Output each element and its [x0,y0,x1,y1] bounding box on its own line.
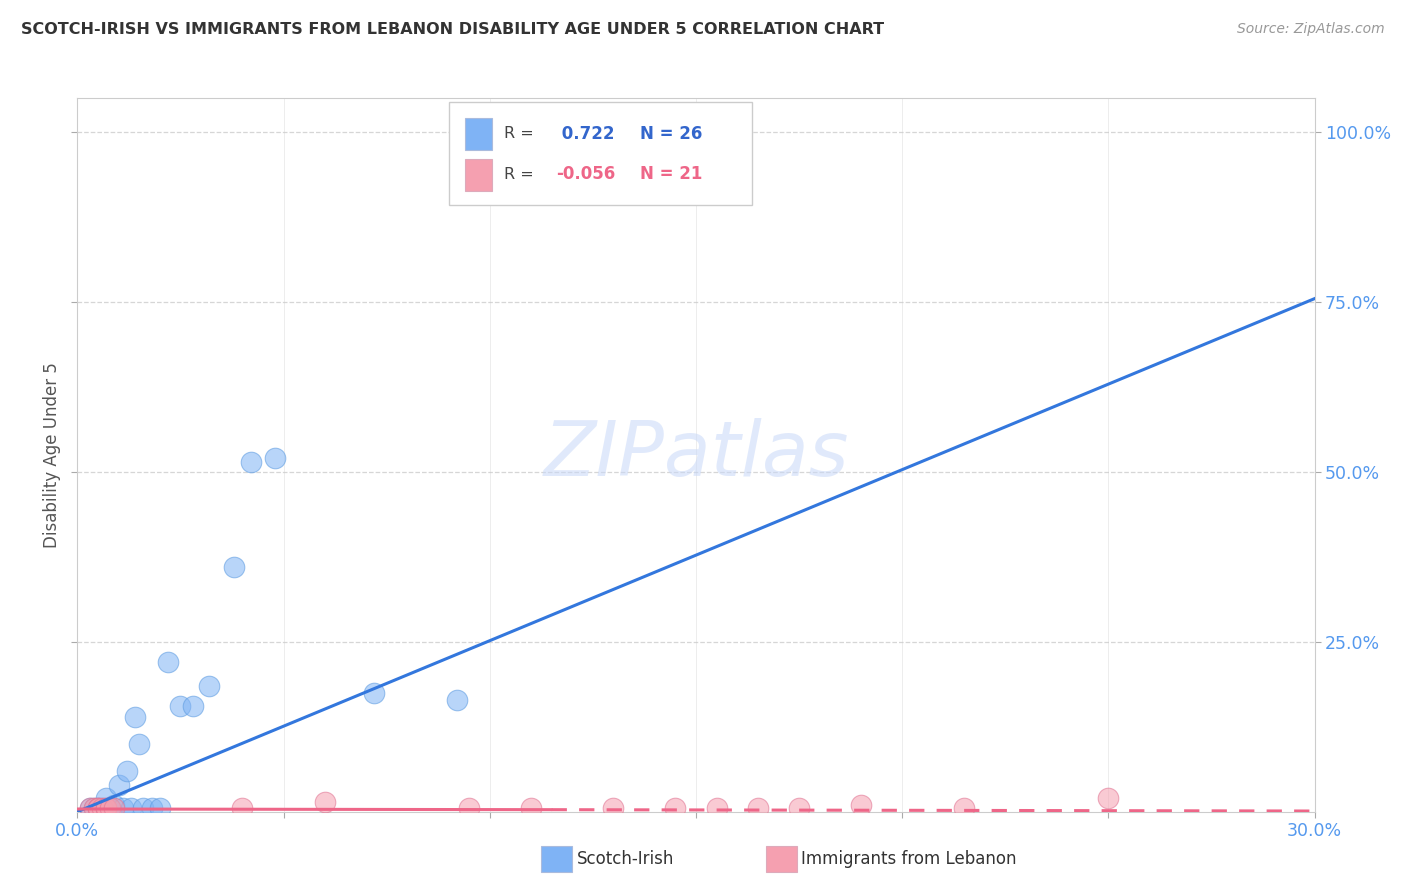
Point [363,686,385,700]
FancyBboxPatch shape [464,118,492,150]
Point [169,699,191,714]
Text: -0.056: -0.056 [557,166,616,184]
Text: N = 26: N = 26 [640,125,703,143]
Point [83,801,105,815]
Point [239,455,262,469]
Point [120,801,142,815]
Point [128,737,150,751]
Point [953,801,976,815]
Point [96,801,118,815]
Point [231,801,253,815]
Point [115,764,138,778]
Point [111,801,134,815]
Point [107,778,129,792]
Text: Source: ZipAtlas.com: Source: ZipAtlas.com [1237,22,1385,37]
Point [520,801,543,815]
Point [222,560,245,574]
Point [103,797,125,812]
Point [198,679,221,693]
Point [787,801,810,815]
Text: SCOTCH-IRISH VS IMMIGRANTS FROM LEBANON DISABILITY AGE UNDER 5 CORRELATION CHART: SCOTCH-IRISH VS IMMIGRANTS FROM LEBANON … [21,22,884,37]
Text: Immigrants from Lebanon: Immigrants from Lebanon [801,850,1017,868]
Point [98,801,121,815]
Y-axis label: Disability Age Under 5: Disability Age Under 5 [42,362,60,548]
Point [141,801,163,815]
Point [87,801,110,815]
FancyBboxPatch shape [464,159,492,191]
Point [91,801,114,815]
Text: ZIPatlas: ZIPatlas [543,418,849,491]
Text: Scotch-Irish: Scotch-Irish [576,850,673,868]
Point [157,655,180,669]
Point [314,795,336,809]
Point [91,801,114,815]
Point [602,801,624,815]
Point [149,801,172,815]
Point [664,801,686,815]
Point [706,801,728,815]
Point [96,801,118,815]
Point [725,125,748,139]
Point [124,709,146,723]
Point [1097,791,1119,805]
Point [98,801,121,815]
Point [458,801,481,815]
Point [747,801,769,815]
Text: R =: R = [505,167,538,182]
Point [83,801,105,815]
Point [446,692,468,706]
Point [79,801,101,815]
Text: R =: R = [505,127,538,141]
Point [103,801,125,815]
FancyBboxPatch shape [449,102,752,205]
Point [132,801,155,815]
Point [181,699,204,714]
Point [96,791,118,805]
Text: 0.722: 0.722 [557,125,614,143]
Text: N = 21: N = 21 [640,166,703,184]
Point [849,797,872,812]
Point [87,801,110,815]
Point [87,801,110,815]
Point [264,451,287,466]
Point [79,801,101,815]
